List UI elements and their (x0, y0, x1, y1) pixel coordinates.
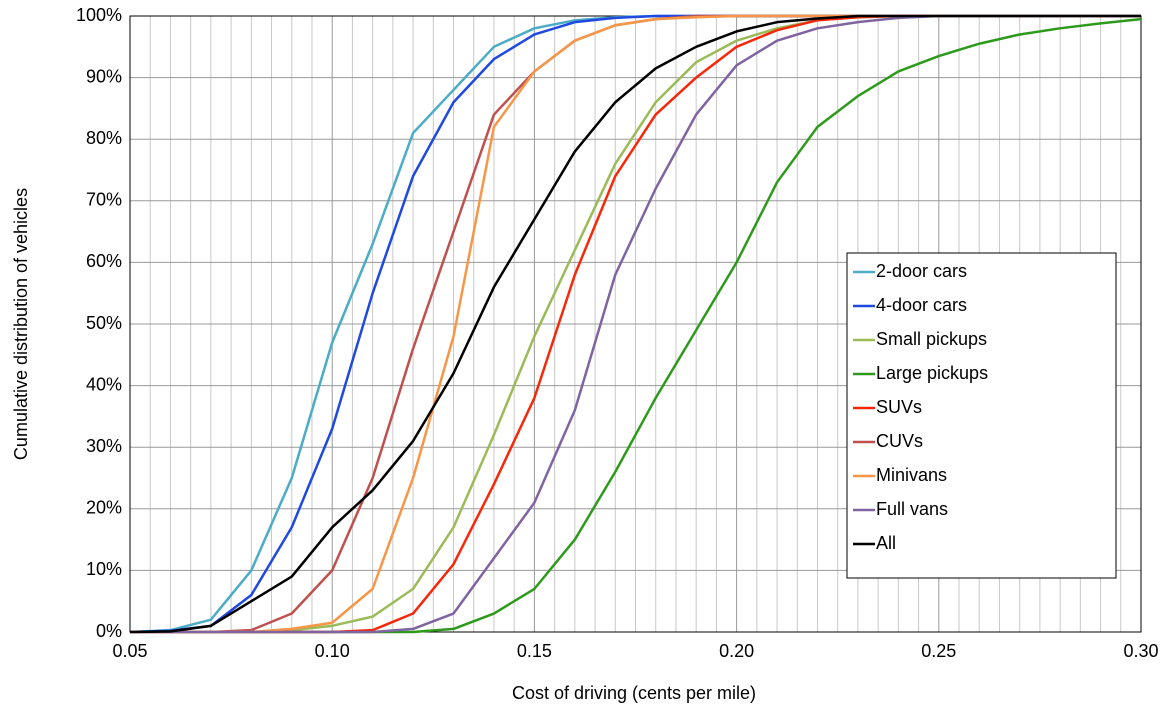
y-tick-label: 50% (86, 313, 122, 333)
series-line (129, 14, 1141, 634)
x-tick-label: 0.05 (112, 641, 147, 661)
legend-label: All (876, 533, 896, 553)
x-tick-label: 0.25 (921, 641, 956, 661)
x-axis-title: Cost of driving (cents per mile) (512, 683, 756, 703)
y-axis-title: Cumulative distribution of vehicles (11, 188, 31, 460)
y-tick-label: 30% (86, 436, 122, 456)
y-tick-label: 60% (86, 251, 122, 271)
y-tick-label: 80% (86, 128, 122, 148)
legend-label: Small pickups (876, 329, 987, 349)
x-tick-label: 0.10 (315, 641, 350, 661)
y-tick-label: 70% (86, 190, 122, 210)
x-tick-label: 0.20 (719, 641, 754, 661)
legend-label: 2-door cars (876, 261, 967, 281)
y-tick-label: 40% (86, 374, 122, 394)
legend-box (846, 252, 1117, 579)
y-tick-label: 90% (86, 66, 122, 86)
x-tick-label: 0.15 (517, 641, 552, 661)
legend-label: CUVs (876, 431, 923, 451)
x-tick-label: 0.30 (1123, 641, 1158, 661)
legend-label: Full vans (876, 499, 948, 519)
y-tick-label: 20% (86, 498, 122, 518)
y-tick-label: 10% (86, 559, 122, 579)
legend-label: Large pickups (876, 363, 988, 383)
y-tick-label: 100% (76, 5, 122, 25)
legend-label: Minivans (876, 465, 947, 485)
legend-label: SUVs (876, 397, 922, 417)
y-tick-label: 0% (96, 621, 122, 641)
legend-label: 4-door cars (876, 295, 967, 315)
